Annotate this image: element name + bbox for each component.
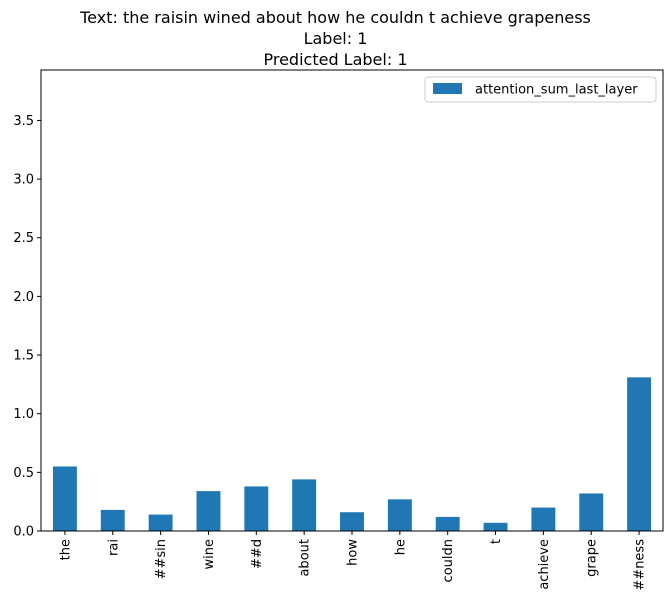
x-axis: the rai ##sin wine ##d about how he couldn t achie… (58, 531, 648, 591)
y-tick-label: 2.0 (13, 290, 34, 305)
y-tick-label: 3.0 (13, 173, 34, 188)
y-tick-label: 3.5 (13, 114, 34, 129)
x-tick-label: ##ness (633, 539, 648, 591)
x-tick-label: wine (202, 539, 217, 569)
legend-box (424, 76, 657, 103)
bar-he (387, 499, 412, 531)
bar-rai (100, 509, 125, 531)
x-tick-label: grape (585, 539, 600, 577)
y-axis: 0.0 0.5 1.0 1.5 2.0 2.5 3.0 3.5 (13, 114, 41, 540)
bar-wine (196, 491, 221, 531)
bar-##ness (627, 377, 652, 531)
bar-couldn (435, 516, 460, 531)
bar-how (340, 512, 364, 531)
y-tick-label: 0.5 (13, 466, 34, 481)
y-tick-label: 1.0 (13, 407, 34, 422)
x-tick-label: achieve (537, 539, 552, 590)
x-tick-label: he (393, 539, 408, 555)
legend-swatch (433, 83, 462, 94)
x-tick-label: the (58, 539, 73, 560)
y-tick-label: 2.5 (13, 231, 34, 246)
x-tick-label: couldn (441, 539, 456, 582)
bar-the (52, 466, 77, 531)
y-tick-label: 1.5 (13, 349, 34, 364)
plot-frame (40, 69, 664, 532)
bars-group (52, 377, 652, 531)
chart-title-line-2: Label: 1 (303, 29, 368, 48)
legend: attention_sum_last_layer (424, 76, 657, 103)
bar-achieve (531, 507, 556, 531)
x-tick-label: ##d (250, 539, 265, 569)
x-tick-label: rai (106, 539, 121, 556)
x-tick-label: how (346, 539, 361, 566)
bar-about (292, 479, 317, 531)
chart-title-line-1: Text: the raisin wined about how he coul… (80, 8, 591, 27)
chart-title-line-3: Predicted Label: 1 (263, 50, 408, 69)
y-tick-label: 0.0 (13, 525, 34, 540)
bar-##d (244, 486, 269, 531)
legend-label: attention_sum_last_layer (475, 83, 638, 98)
x-tick-label: about (298, 539, 313, 577)
x-tick-label: t (489, 539, 504, 544)
bar-##sin (148, 514, 173, 531)
bar-grape (579, 493, 604, 531)
x-tick-label: ##sin (154, 539, 169, 579)
bar-t (483, 522, 508, 531)
